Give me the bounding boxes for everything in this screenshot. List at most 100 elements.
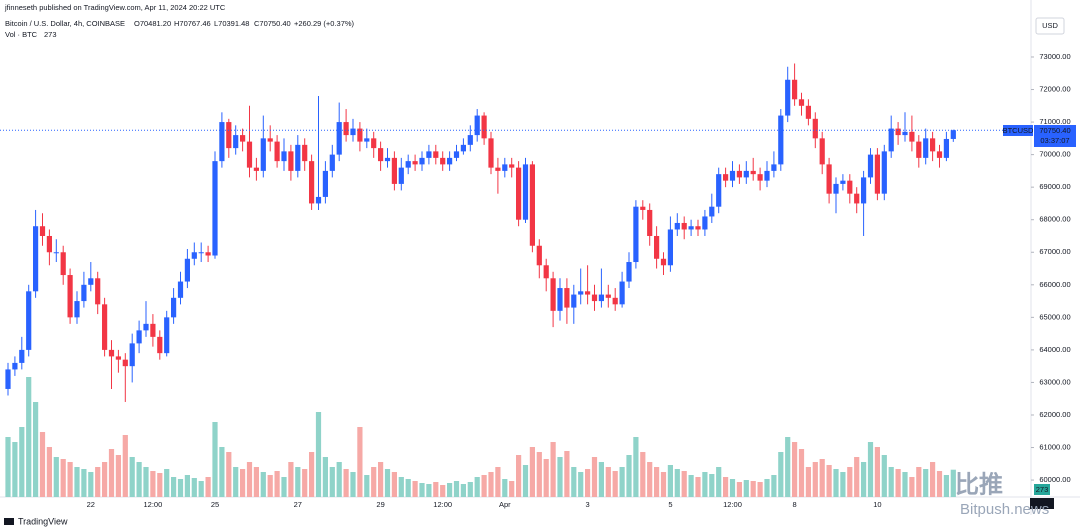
x-tick-label: 3 (586, 500, 590, 509)
candle-body (405, 161, 411, 168)
publisher: jfinneseth published on TradingView.com,… (4, 3, 226, 12)
volume-bar (398, 477, 404, 497)
candle-body (874, 154, 880, 194)
candle-body (364, 138, 370, 142)
volume-bar (736, 482, 742, 497)
volume-bar (426, 484, 432, 497)
volume-bar (191, 478, 197, 497)
volume-label: Vol · BTC (5, 30, 38, 39)
candle-body (895, 128, 901, 136)
candle-body (219, 122, 225, 162)
candle-body (585, 291, 591, 295)
volume-bar (102, 462, 108, 497)
volume-bar (557, 457, 563, 497)
candle-body (391, 157, 397, 184)
candle-body (723, 174, 729, 181)
currency-box[interactable] (1035, 17, 1065, 35)
candle-body (840, 180, 846, 184)
candle-body (826, 164, 832, 194)
candle-body (522, 164, 529, 220)
legend-high: H70767.46 (174, 19, 211, 28)
y-tick-label: 65000.00 (1039, 312, 1070, 321)
candle-body (177, 281, 184, 298)
volume-bar (867, 442, 874, 497)
y-tick-label: 69000.00 (1039, 182, 1070, 191)
volume-bar (785, 437, 791, 497)
volume-bar (640, 452, 646, 497)
volume-bar (219, 447, 225, 497)
candle-body (867, 154, 874, 178)
volume-bar (591, 457, 598, 497)
x-tick-label: 25 (211, 500, 219, 509)
volume-bar (729, 479, 736, 497)
candle-body (757, 174, 763, 181)
candle-body (143, 323, 149, 331)
x-tick-label: 12:00 (723, 500, 742, 509)
volume-bar (764, 479, 770, 497)
candle-body (233, 135, 239, 149)
x-tick-label: 10 (873, 500, 881, 509)
volume-bar (164, 469, 170, 497)
y-tick-label: 73000.00 (1039, 52, 1070, 61)
volume-bar (474, 477, 480, 497)
volume-bar (288, 462, 294, 497)
candle-body (619, 281, 625, 305)
volume-bar (364, 475, 370, 497)
candle-body (564, 288, 570, 308)
volume-bar (281, 477, 287, 497)
candle-body (571, 294, 577, 308)
volume-bar (626, 455, 632, 497)
volume-bar (350, 472, 356, 497)
candle-body (688, 226, 694, 230)
legend-low: L70391.48 (214, 19, 249, 28)
volume-last: 273 (44, 30, 57, 39)
candle-body (440, 157, 446, 165)
candle-body (633, 206, 639, 263)
candle-body (467, 135, 473, 145)
volume-bar (5, 437, 11, 497)
volume-bar (371, 467, 377, 497)
candle-body (695, 226, 701, 230)
candle-body (419, 157, 425, 165)
volume-bar (74, 467, 80, 497)
candle-body (371, 138, 377, 149)
candle-body (60, 252, 66, 276)
volume-bar (177, 479, 184, 497)
volume-bar (667, 465, 673, 497)
candle-body (605, 294, 611, 298)
volume-bar (792, 442, 798, 497)
volume-bar (798, 449, 805, 497)
candle-body (805, 105, 811, 119)
volume-bar (605, 467, 611, 497)
volume-bar (205, 477, 211, 497)
volume-bar (536, 452, 542, 497)
volume-bar (150, 471, 156, 497)
volume-bar (26, 377, 32, 497)
x-tick-label: 29 (376, 500, 384, 509)
candle-body (943, 138, 949, 158)
volume-bar (688, 475, 694, 497)
volume-bar (840, 472, 846, 497)
volume-bar (695, 477, 701, 497)
candle-body (212, 161, 218, 256)
volume-bar (129, 457, 135, 497)
candle-body (916, 141, 922, 158)
candle-body (81, 284, 87, 302)
candle-body (681, 222, 687, 230)
volume-bar (916, 467, 922, 497)
volume-bar (460, 484, 466, 497)
candle-body (198, 252, 204, 254)
candle-body (260, 138, 266, 171)
candle-body (481, 115, 487, 139)
candle-body (854, 193, 860, 204)
volume-bar (260, 472, 266, 497)
volume-bar (433, 482, 439, 497)
volume-bar (895, 469, 901, 497)
candle-body (447, 157, 453, 165)
volume-bar (171, 477, 177, 497)
volume-bar (88, 472, 94, 497)
candle-body (654, 235, 660, 259)
volume-bar (336, 462, 342, 497)
x-tick-label: 5 (668, 500, 672, 509)
y-tick-label: 67000.00 (1039, 247, 1070, 256)
